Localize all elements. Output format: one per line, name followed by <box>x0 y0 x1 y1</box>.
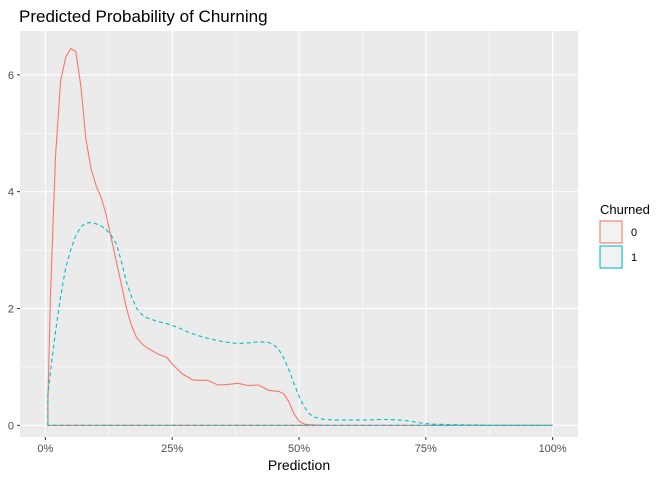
x-tick-label: 75% <box>415 443 437 455</box>
y-tick-label: 4 <box>8 187 14 199</box>
y-tick-label: 2 <box>8 303 14 315</box>
x-tick-label: 50% <box>288 443 310 455</box>
x-axis: 0% 25% 50% 75% 100% <box>37 437 567 455</box>
density-line-churned-0 <box>47 47 553 426</box>
legend-label-1: 1 <box>631 252 637 264</box>
y-tick-label: 6 <box>8 70 14 82</box>
legend-label-0: 0 <box>631 227 637 239</box>
legend-key-1 <box>599 245 623 269</box>
chart-title: Predicted Probability of Churning <box>19 7 268 26</box>
density-line-churned-1 <box>47 222 553 426</box>
legend-key-0 <box>599 220 623 244</box>
legend: Churned 0 1 <box>599 202 650 269</box>
x-axis-title: Prediction <box>268 457 330 473</box>
x-tick-label: 25% <box>161 443 183 455</box>
gridlines <box>20 31 578 437</box>
density-lines <box>47 47 553 426</box>
y-tick-label: 0 <box>8 420 14 432</box>
x-tick-label: 0% <box>37 443 53 455</box>
legend-title: Churned <box>600 202 650 217</box>
x-tick-label: 100% <box>539 443 567 455</box>
y-axis: 0 2 4 6 <box>8 70 20 432</box>
